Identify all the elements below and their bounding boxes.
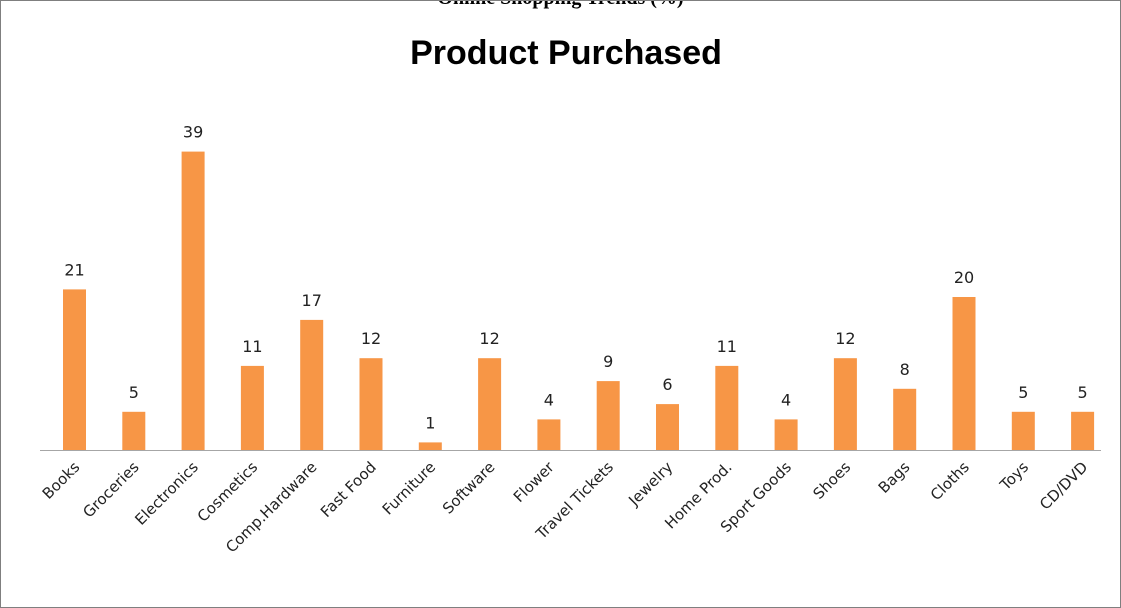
x-tick-label: Cloths bbox=[927, 458, 973, 504]
page-caption: Online Shopping Trends (%) bbox=[0, 0, 1121, 8]
bar-sport-goods bbox=[774, 419, 798, 450]
bar-furniture bbox=[418, 442, 442, 451]
data-label: 1 bbox=[425, 413, 435, 432]
data-label: 12 bbox=[479, 329, 499, 348]
x-tick-label: Software bbox=[439, 458, 498, 517]
bar-books bbox=[63, 289, 86, 451]
bar-cd-dvd bbox=[1071, 411, 1095, 451]
bar-groceries bbox=[122, 411, 146, 451]
bar-cosmetics bbox=[240, 365, 264, 451]
x-tick-label: Groceries bbox=[79, 458, 142, 521]
bar-cloths bbox=[952, 297, 976, 450]
bar-bags bbox=[893, 388, 917, 450]
data-label: 6 bbox=[662, 375, 672, 394]
bar-comp-hardware bbox=[300, 319, 324, 450]
bar-fast-food bbox=[359, 358, 383, 450]
x-tick-label: CD/DVD bbox=[1036, 458, 1091, 513]
x-tick-label: Electronics bbox=[131, 458, 202, 529]
data-label: 39 bbox=[183, 123, 203, 142]
x-tick-label: Books bbox=[39, 458, 84, 503]
data-label: 5 bbox=[129, 383, 139, 402]
bar-shoes bbox=[833, 358, 857, 450]
x-tick-label: Flower bbox=[510, 458, 558, 506]
data-label: 12 bbox=[361, 329, 381, 348]
bar-home-prod- bbox=[715, 365, 739, 451]
x-tick-label: Fast Food bbox=[317, 458, 380, 521]
data-label: 11 bbox=[242, 337, 262, 356]
data-label: 11 bbox=[717, 337, 737, 356]
bar-software bbox=[478, 358, 502, 450]
data-labels-group: 21 5 39 11 17 12 1 12 4 9 6 11 4 12 8 20 5 5 bbox=[64, 123, 1087, 433]
data-label: 4 bbox=[544, 390, 554, 409]
x-tick-label: Bags bbox=[875, 458, 914, 497]
data-label: 4 bbox=[781, 390, 791, 409]
data-label: 12 bbox=[835, 329, 855, 348]
x-tick-labels-group: BooksGroceriesElectronicsCosmeticsComp.H… bbox=[39, 458, 1092, 557]
x-tick-label: Shoes bbox=[810, 458, 855, 503]
bars-group bbox=[63, 151, 1095, 451]
bar-toys bbox=[1011, 411, 1035, 451]
x-tick-label: Furniture bbox=[379, 458, 439, 518]
chart-title: Product Purchased bbox=[410, 34, 722, 72]
data-label: 8 bbox=[900, 360, 910, 379]
x-tick-label: Jewelry bbox=[624, 458, 676, 510]
data-label: 5 bbox=[1018, 383, 1028, 402]
data-label: 5 bbox=[1078, 383, 1088, 402]
bar-electronics bbox=[181, 151, 205, 450]
bar-flower bbox=[537, 419, 561, 450]
data-label: 21 bbox=[64, 260, 84, 279]
data-label: 9 bbox=[603, 352, 613, 371]
data-label: 20 bbox=[954, 268, 974, 287]
data-label: 17 bbox=[302, 291, 322, 310]
bar-travel-tickets bbox=[596, 381, 620, 450]
x-tick-label: Toys bbox=[996, 458, 1033, 495]
bar-jewelry bbox=[656, 404, 679, 450]
